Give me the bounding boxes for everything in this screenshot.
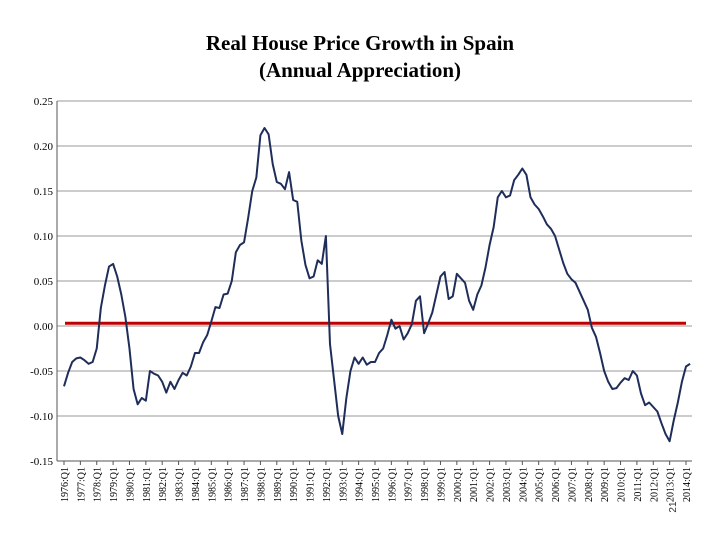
x-tick-label: 1977:Q1 [76, 467, 87, 502]
x-tick-label: 1999:Q1 [436, 467, 447, 502]
y-tick-label: 0.20 [34, 141, 54, 153]
x-tick-label: 2002:Q1 [486, 467, 497, 502]
x-tick-label: 1993:Q1 [338, 467, 349, 502]
x-tick-label: 1978:Q1 [93, 467, 104, 502]
x-tick-label: 1982:Q1 [158, 467, 169, 502]
y-tick-label: -0.05 [30, 366, 53, 378]
x-tick-label: 2005:Q1 [535, 467, 546, 502]
x-tick-label: 1994:Q1 [355, 467, 366, 502]
x-tick-label: 2000:Q1 [453, 467, 464, 502]
x-tick-label: 2007:Q1 [567, 467, 578, 502]
x-tick-label: 1992:Q1 [322, 467, 333, 502]
x-axis-ticks: 1976:Q1 1977:Q1 1978:Q1 1979:Q1 1980:Q1 1981:… [60, 467, 693, 502]
x-tick-label: 1986:Q1 [224, 467, 235, 502]
x-tick-label: 1981:Q1 [142, 467, 153, 502]
x-tick-label: 2003:Q1 [502, 467, 513, 502]
x-tick-label: 1998:Q1 [420, 467, 431, 502]
x-tick-label: 1995:Q1 [371, 467, 382, 502]
x-tick-label: 1983:Q1 [175, 467, 186, 502]
x-tick-label: 1980:Q1 [125, 467, 136, 502]
x-tick-label: 2009:Q1 [600, 467, 611, 502]
x-tick-label: 2008:Q1 [584, 467, 595, 502]
x-tick-label: 1989:Q1 [273, 467, 284, 502]
chart-title-line-2: (Annual Appreciation) [258, 58, 462, 82]
series-line [63, 127, 691, 443]
y-axis-ticks: 0.25 0.20 0.15 0.10 0.05 0.00 -0.05 -0.10 -0.15 [30, 96, 53, 468]
x-tick-label: 1976:Q1 [60, 467, 71, 502]
x-tick-label: 1997:Q1 [404, 467, 415, 502]
page-number-layer: 21 [668, 501, 679, 513]
x-tick-label: 1996:Q1 [387, 467, 398, 502]
x-tick-label: 2012:Q1 [649, 467, 660, 502]
x-tick-label: 1988:Q1 [256, 467, 267, 502]
chart-title-line-1: Real House Price Growth in Spain [205, 31, 515, 55]
series-layer [63, 127, 691, 443]
y-tick-label: 0.10 [34, 231, 54, 243]
chart-title: Real House Price Growth in Spain (Annual… [0, 30, 720, 84]
y-tick-label: 0.00 [34, 321, 54, 333]
x-tick-label: 1984:Q1 [191, 467, 202, 502]
y-tick-label: 0.25 [34, 96, 54, 108]
x-tick-label: 2006:Q1 [551, 467, 562, 502]
x-tick-label: 2001:Q1 [469, 467, 480, 502]
x-tick-label: 1987:Q1 [240, 467, 251, 502]
x-tick-label: 2011:Q1 [633, 467, 644, 502]
axes [56, 101, 692, 465]
y-tick-label: -0.10 [30, 411, 53, 423]
y-tick-label: 0.15 [34, 186, 54, 198]
y-tick-label: -0.15 [30, 456, 53, 468]
x-tick-label: 2010:Q1 [617, 467, 628, 502]
x-tick-label: 1985:Q1 [207, 467, 218, 502]
gridlines [57, 100, 692, 462]
x-tick-label: 1991:Q1 [306, 467, 317, 502]
x-tick-label: 2013:Q1 [666, 467, 677, 502]
x-tick-label: 2014:Q1 [682, 467, 693, 502]
x-tick-label: 1990:Q1 [289, 467, 300, 502]
x-tick-label: 1979:Q1 [109, 467, 120, 502]
page-number: 21 [668, 501, 679, 513]
x-tick-label: 2004:Q1 [518, 467, 529, 502]
y-tick-label: 0.05 [34, 276, 54, 288]
